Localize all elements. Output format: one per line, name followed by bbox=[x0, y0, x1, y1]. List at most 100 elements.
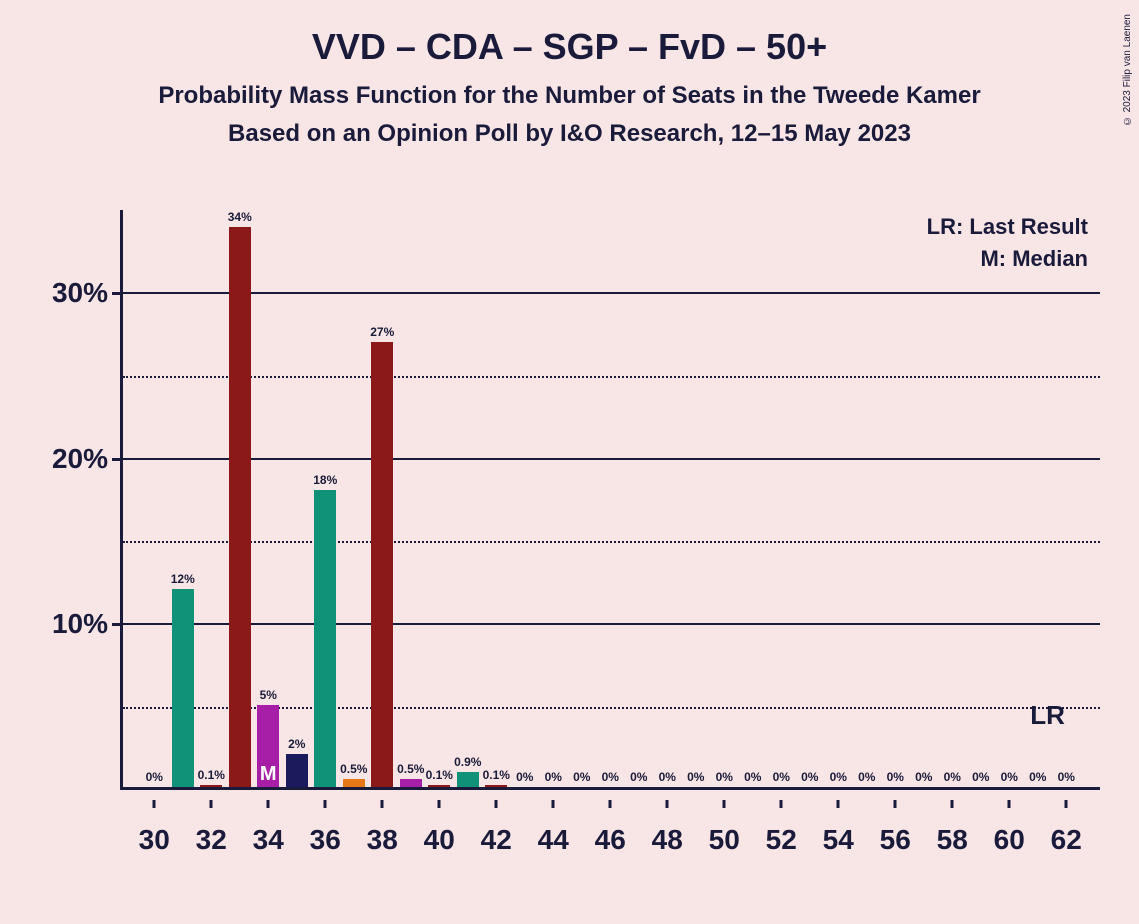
bar-value-label: 0% bbox=[659, 770, 676, 784]
bar-value-label: 0% bbox=[773, 770, 790, 784]
bar-value-label: 27% bbox=[370, 325, 394, 339]
y-tick-label: 30% bbox=[8, 277, 108, 309]
bar-value-label: 0% bbox=[573, 770, 590, 784]
x-tick-label: 44 bbox=[538, 824, 569, 856]
x-tick-mark bbox=[381, 800, 384, 808]
gridline-major bbox=[123, 458, 1100, 460]
bar bbox=[371, 342, 393, 787]
x-tick-label: 62 bbox=[1051, 824, 1082, 856]
bar-value-label: 18% bbox=[313, 473, 337, 487]
x-tick-label: 42 bbox=[481, 824, 512, 856]
y-tick-label: 10% bbox=[8, 608, 108, 640]
x-tick-label: 34 bbox=[253, 824, 284, 856]
bar bbox=[485, 785, 507, 787]
chart-subtitle-2: Based on an Opinion Poll by I&O Research… bbox=[0, 120, 1139, 148]
gridline-minor bbox=[123, 376, 1100, 378]
bar-value-label: 0% bbox=[1029, 770, 1046, 784]
x-axis bbox=[120, 787, 1100, 790]
x-tick-mark bbox=[951, 800, 954, 808]
bar-value-label: 0% bbox=[944, 770, 961, 784]
x-tick-label: 40 bbox=[424, 824, 455, 856]
bar-value-label: 0% bbox=[716, 770, 733, 784]
x-tick-label: 48 bbox=[652, 824, 683, 856]
chart-subtitle-1: Probability Mass Function for the Number… bbox=[0, 82, 1139, 110]
x-axis-labels: 30 32 34 36 38 40 42 44 46 48 50 52 54 56 58 60 62 bbox=[120, 800, 1100, 860]
x-tick-label: 52 bbox=[766, 824, 797, 856]
y-tick-mark bbox=[112, 292, 120, 295]
gridline-major bbox=[123, 623, 1100, 625]
x-tick-mark bbox=[438, 800, 441, 808]
bar-value-label: 0.1% bbox=[198, 768, 225, 782]
bar bbox=[400, 779, 422, 787]
x-tick-mark bbox=[780, 800, 783, 808]
legend-lr: LR: Last Result bbox=[927, 214, 1088, 240]
y-tick-mark bbox=[112, 623, 120, 626]
bar-value-label: 0% bbox=[1058, 770, 1075, 784]
x-tick-label: 60 bbox=[994, 824, 1025, 856]
gridline-major bbox=[123, 292, 1100, 294]
chart-title: VVD – CDA – SGP – FvD – 50+ bbox=[0, 0, 1139, 68]
x-tick-mark bbox=[495, 800, 498, 808]
copyright-text: © 2023 Filip van Laenen bbox=[1122, 14, 1133, 126]
x-tick-mark bbox=[723, 800, 726, 808]
y-tick-mark bbox=[112, 458, 120, 461]
bar-value-label: 0% bbox=[687, 770, 704, 784]
x-tick-label: 38 bbox=[367, 824, 398, 856]
x-tick-mark bbox=[1065, 800, 1068, 808]
bar bbox=[229, 227, 251, 788]
x-tick-label: 36 bbox=[310, 824, 341, 856]
bar bbox=[457, 772, 479, 787]
bar-value-label: 2% bbox=[288, 737, 305, 751]
x-tick-mark bbox=[609, 800, 612, 808]
chart-container: VVD – CDA – SGP – FvD – 50+ Probability … bbox=[0, 0, 1139, 924]
bar-value-label: 0% bbox=[915, 770, 932, 784]
bar-value-label: 0% bbox=[630, 770, 647, 784]
bar-value-label: 0% bbox=[801, 770, 818, 784]
bar-value-label: 0% bbox=[146, 770, 163, 784]
bar-value-label: 0.1% bbox=[426, 768, 453, 782]
bar-value-label: 0% bbox=[830, 770, 847, 784]
bar-value-label: 5% bbox=[260, 688, 277, 702]
x-tick-label: 58 bbox=[937, 824, 968, 856]
x-tick-label: 32 bbox=[196, 824, 227, 856]
bar-value-label: 0% bbox=[1001, 770, 1018, 784]
x-tick-label: 56 bbox=[880, 824, 911, 856]
x-tick-label: 54 bbox=[823, 824, 854, 856]
bar bbox=[314, 490, 336, 787]
lr-marker: LR bbox=[1030, 700, 1065, 731]
x-tick-mark bbox=[666, 800, 669, 808]
x-tick-mark bbox=[153, 800, 156, 808]
bar-value-label: 0.1% bbox=[483, 768, 510, 782]
bar bbox=[428, 785, 450, 787]
bar bbox=[286, 754, 308, 787]
bar-value-label: 0% bbox=[602, 770, 619, 784]
chart-plot-area: LR: Last Result M: Median 10%20%30%0%12%… bbox=[120, 210, 1100, 790]
bar-value-label: 0% bbox=[887, 770, 904, 784]
x-tick-mark bbox=[552, 800, 555, 808]
bar bbox=[172, 589, 194, 787]
bar-value-label: 0% bbox=[545, 770, 562, 784]
bar-value-label: 0.5% bbox=[340, 762, 367, 776]
bar bbox=[343, 779, 365, 787]
x-tick-label: 30 bbox=[139, 824, 170, 856]
x-tick-label: 50 bbox=[709, 824, 740, 856]
bar-value-label: 0% bbox=[858, 770, 875, 784]
x-tick-label: 46 bbox=[595, 824, 626, 856]
x-tick-mark bbox=[837, 800, 840, 808]
legend-m: M: Median bbox=[927, 246, 1088, 272]
bar-value-label: 0% bbox=[744, 770, 761, 784]
bar-value-label: 0% bbox=[972, 770, 989, 784]
median-marker: M bbox=[260, 763, 277, 786]
y-axis bbox=[120, 210, 123, 790]
bar-value-label: 0.5% bbox=[397, 762, 424, 776]
x-tick-mark bbox=[210, 800, 213, 808]
y-tick-label: 20% bbox=[8, 443, 108, 475]
x-tick-mark bbox=[1008, 800, 1011, 808]
gridline-minor bbox=[123, 541, 1100, 543]
bar-value-label: 12% bbox=[171, 572, 195, 586]
bar bbox=[200, 785, 222, 787]
x-tick-mark bbox=[894, 800, 897, 808]
bar-value-label: 0% bbox=[516, 770, 533, 784]
bar-value-label: 0.9% bbox=[454, 755, 481, 769]
bar-value-label: 34% bbox=[228, 210, 252, 224]
